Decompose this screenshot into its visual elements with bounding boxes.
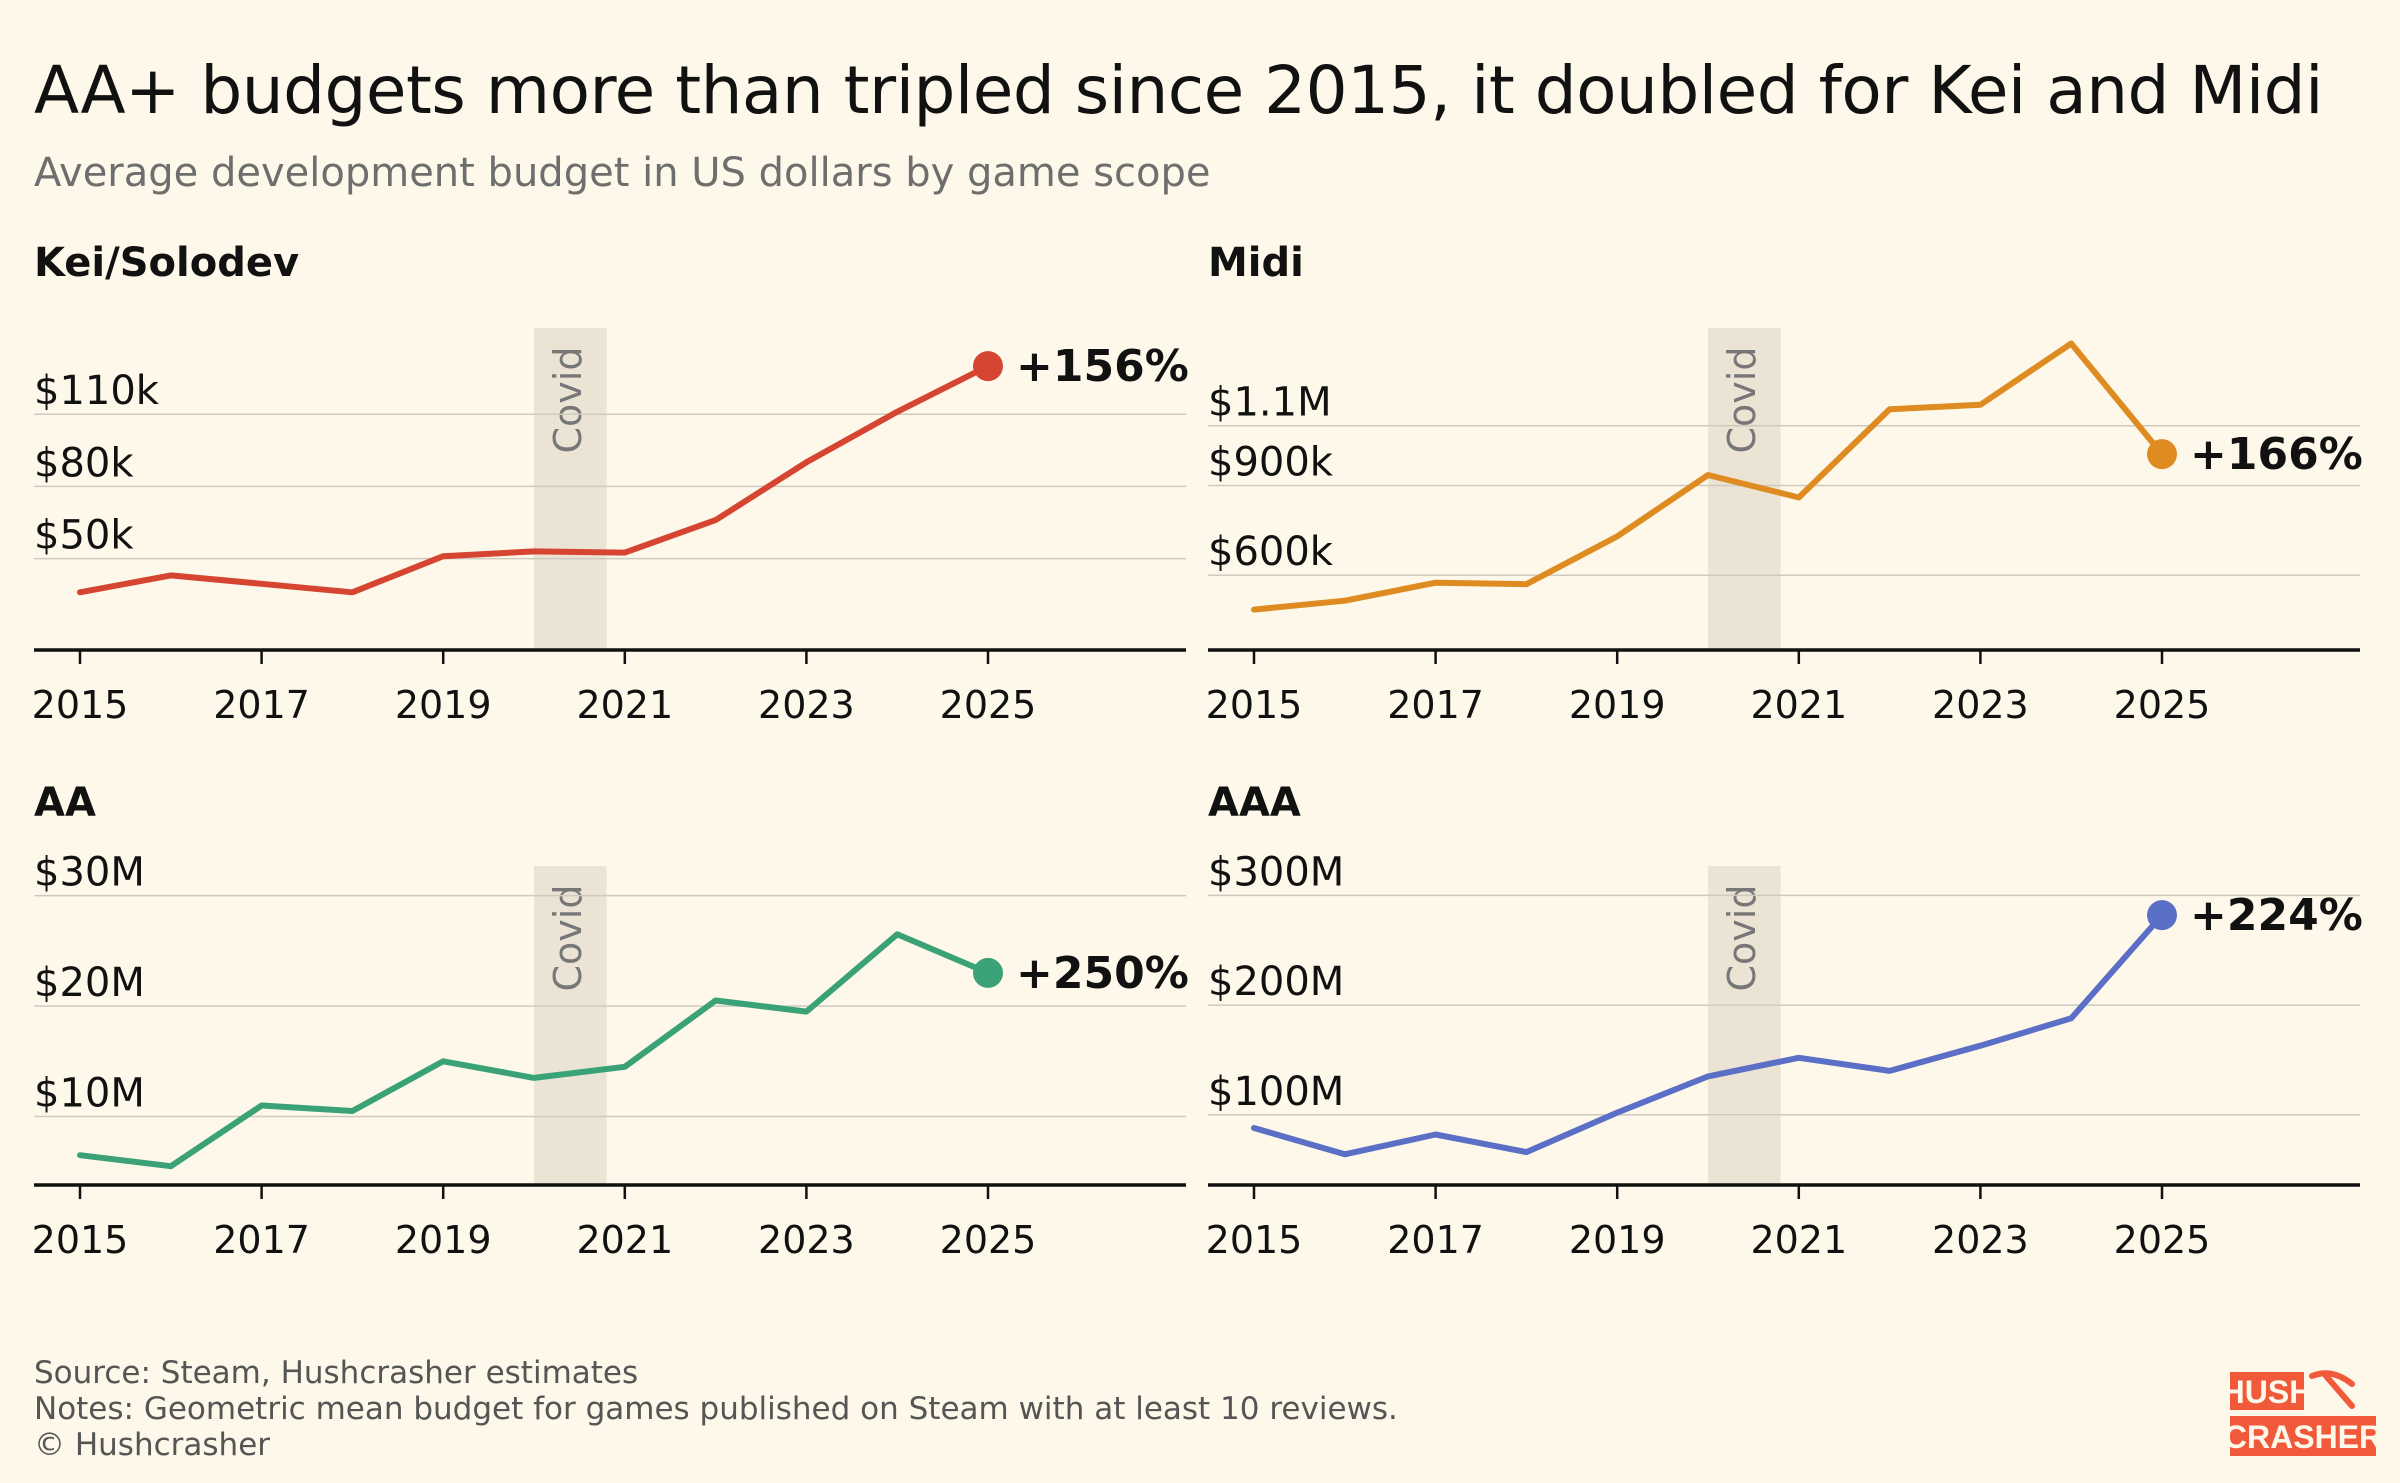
logo-text-crasher: CRASHER bbox=[2228, 1419, 2378, 1455]
series-line-midi bbox=[1251, 340, 2165, 613]
x-tick-label-aaa-5: 2025 bbox=[2114, 1218, 2211, 1262]
x-tick-label-aa-1: 2017 bbox=[213, 1218, 310, 1262]
x-tick-label-aaa-4: 2023 bbox=[1932, 1218, 2029, 1262]
x-tick-label-kei-3: 2021 bbox=[576, 683, 673, 727]
y-tick-label-aaa-2: $300M bbox=[1208, 849, 1344, 895]
source-note: Source: Steam, Hushcrasher estimates bbox=[34, 1355, 639, 1391]
end-label-aa: +250% bbox=[1016, 948, 1189, 999]
panel-title-aaa: AAA bbox=[1208, 780, 1301, 826]
logo-block-bottom bbox=[2230, 1416, 2376, 1456]
covid-label-aaa: Covid bbox=[1720, 885, 1764, 992]
covid-band-aa bbox=[534, 866, 607, 1185]
x-tick-label-aaa-1: 2017 bbox=[1387, 1218, 1484, 1262]
x-tick-label-aaa-2: 2019 bbox=[1569, 1218, 1666, 1262]
y-tick-label-aa-2: $30M bbox=[34, 850, 145, 896]
y-tick-label-midi-0: $600k bbox=[1208, 529, 1334, 575]
covid-label-aa: Covid bbox=[546, 885, 590, 992]
x-tick-label-midi-5: 2025 bbox=[2114, 683, 2211, 727]
y-tick-label-aa-0: $10M bbox=[34, 1071, 145, 1117]
covid-band-aaa bbox=[1708, 866, 1781, 1185]
logo-block-top bbox=[2230, 1372, 2304, 1410]
logo-text-hush: HUSH bbox=[2228, 1374, 2312, 1410]
panel-title-midi: Midi bbox=[1208, 240, 1304, 286]
y-tick-label-midi-2: $1.1M bbox=[1208, 380, 1332, 426]
covid-label-kei: Covid bbox=[546, 347, 590, 454]
end-label-aaa: +224% bbox=[2190, 890, 2363, 941]
panel-title-kei: Kei/Solodev bbox=[34, 240, 300, 286]
x-tick-label-aa-4: 2023 bbox=[758, 1218, 855, 1262]
x-tick-label-aaa-3: 2021 bbox=[1750, 1218, 1847, 1262]
x-tick-label-aa-0: 2015 bbox=[32, 1218, 129, 1262]
x-tick-label-midi-2: 2019 bbox=[1569, 683, 1666, 727]
x-tick-label-aa-5: 2025 bbox=[940, 1218, 1037, 1262]
x-tick-label-kei-1: 2017 bbox=[213, 683, 310, 727]
x-tick-label-aaa-0: 2015 bbox=[1206, 1218, 1303, 1262]
covid-band-kei bbox=[534, 328, 607, 650]
end-point-aa bbox=[973, 957, 1003, 988]
pickaxe-icon bbox=[2309, 1370, 2355, 1409]
y-tick-label-midi-1: $900k bbox=[1208, 440, 1334, 486]
x-tick-label-aa-3: 2021 bbox=[576, 1218, 673, 1262]
covid-label-midi: Covid bbox=[1720, 347, 1764, 454]
y-tick-label-kei-2: $110k bbox=[34, 368, 160, 414]
x-tick-label-midi-0: 2015 bbox=[1206, 683, 1303, 727]
hushcrasher-logo: HUSH CRASHER bbox=[2228, 1370, 2378, 1456]
y-tick-label-aaa-1: $200M bbox=[1208, 959, 1344, 1005]
x-tick-label-midi-4: 2023 bbox=[1932, 683, 2029, 727]
x-tick-label-midi-3: 2021 bbox=[1750, 683, 1847, 727]
panel-title-aa: AA bbox=[34, 780, 96, 826]
end-label-kei: +156% bbox=[1016, 341, 1189, 392]
y-tick-label-aa-1: $20M bbox=[34, 960, 145, 1006]
x-tick-label-kei-5: 2025 bbox=[940, 683, 1037, 727]
x-tick-label-kei-4: 2023 bbox=[758, 683, 855, 727]
x-tick-label-aa-2: 2019 bbox=[395, 1218, 492, 1262]
end-point-aaa bbox=[2147, 900, 2177, 931]
end-point-kei bbox=[973, 351, 1003, 382]
footer: Source: Steam, Hushcrasher estimates Not… bbox=[34, 1355, 1398, 1463]
chart-subtitle: Average development budget in US dollars… bbox=[34, 150, 1211, 196]
series-line-aaa bbox=[1251, 912, 2165, 1158]
y-tick-label-aaa-0: $100M bbox=[1208, 1069, 1344, 1115]
notes: Notes: Geometric mean budget for games p… bbox=[34, 1391, 1398, 1427]
x-tick-label-kei-0: 2015 bbox=[32, 683, 129, 727]
y-tick-label-kei-1: $80k bbox=[34, 440, 134, 486]
end-label-midi: +166% bbox=[2190, 429, 2363, 480]
x-tick-label-midi-1: 2017 bbox=[1387, 683, 1484, 727]
y-tick-label-kei-0: $50k bbox=[34, 513, 134, 559]
end-point-midi bbox=[2147, 439, 2177, 470]
series-line-aa bbox=[77, 931, 991, 1170]
chart-title: AA+ budgets more than tripled since 2015… bbox=[34, 52, 2323, 129]
copyright: © Hushcrasher bbox=[34, 1427, 271, 1463]
x-tick-label-kei-2: 2019 bbox=[395, 683, 492, 727]
series-line-kei bbox=[77, 363, 991, 596]
